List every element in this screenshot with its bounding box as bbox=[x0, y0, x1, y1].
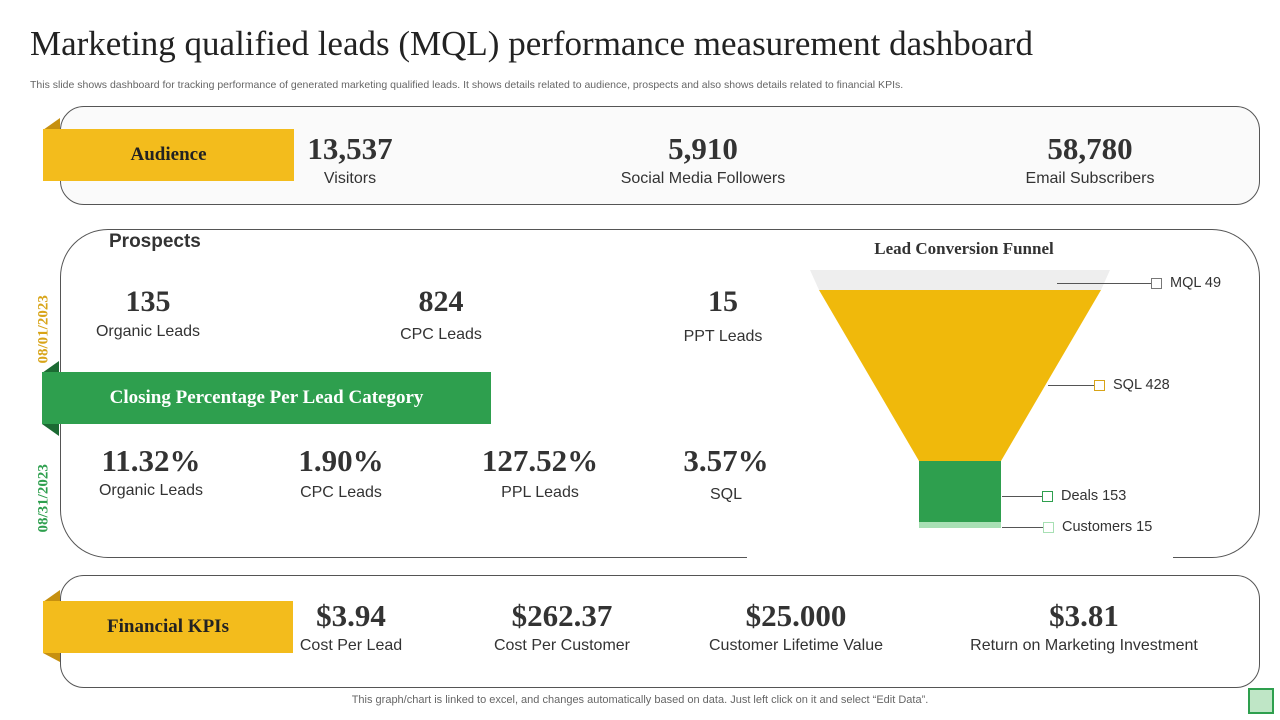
legend-label: Customers 15 bbox=[1062, 519, 1153, 535]
legend-swatch bbox=[1042, 490, 1053, 502]
stat-value: 13,537 bbox=[307, 131, 393, 166]
funnel-segment-deals bbox=[919, 461, 1001, 522]
panel-border-gap bbox=[747, 550, 1173, 566]
financial-kpis-ribbon: Financial KPIs bbox=[43, 601, 293, 653]
stat-value: $3.94 bbox=[316, 598, 386, 633]
stat-closing-cpc: 1.90% CPC Leads bbox=[261, 445, 421, 502]
legend-leader-line bbox=[1002, 526, 1043, 528]
legend-mql: MQL 49 bbox=[1057, 275, 1221, 291]
footer-note: This graph/chart is linked to excel, and… bbox=[351, 694, 929, 706]
stat-cpc-leads: 824 CPC Leads bbox=[371, 287, 511, 344]
stat-label: Organic Leads bbox=[95, 323, 201, 340]
legend-sql: SQL 428 bbox=[1048, 377, 1170, 393]
stat-label: CPC Leads bbox=[400, 326, 482, 343]
stat-closing-organic: 11.32% Organic Leads bbox=[71, 445, 231, 500]
stat-social-media-followers: 5,910 Social Media Followers bbox=[573, 133, 833, 188]
stat-value: 5,910 bbox=[668, 131, 738, 166]
legend-customers: Customers 15 bbox=[1002, 519, 1152, 535]
stat-visitors: 13,537 Visitors bbox=[250, 133, 450, 188]
stat-value: 824 bbox=[418, 285, 464, 318]
legend-swatch bbox=[1151, 277, 1162, 289]
stat-closing-ppl: 127.52% PPL Leads bbox=[455, 445, 625, 502]
stat-label: Visitors bbox=[323, 170, 377, 187]
stat-value: 58,780 bbox=[1047, 131, 1133, 166]
stat-value: 11.32% bbox=[101, 443, 201, 478]
audience-ribbon: Audience bbox=[43, 129, 294, 181]
legend-label: Deals 153 bbox=[1061, 488, 1127, 504]
stat-value: 127.52% bbox=[481, 443, 599, 478]
edit-data-button[interactable] bbox=[1248, 688, 1274, 714]
stat-label: Cost Per Customer bbox=[493, 637, 631, 654]
date-start: 08/01/2023 bbox=[35, 295, 52, 364]
funnel-segment-sql bbox=[819, 290, 1101, 461]
stat-label: PPT Leads bbox=[683, 328, 763, 345]
stat-ppt-leads: 15 PPT Leads bbox=[653, 287, 793, 346]
legend-leader-line bbox=[1002, 495, 1042, 497]
stat-value: 3.57% bbox=[683, 443, 769, 478]
stat-label: CPC Leads bbox=[300, 484, 382, 501]
closing-ribbon-fold bbox=[42, 361, 59, 373]
funnel-segment-customers bbox=[919, 522, 1001, 528]
funnel-chart bbox=[810, 270, 1110, 528]
stat-label: Social Media Followers bbox=[620, 170, 786, 187]
stat-label: Organic Leads bbox=[98, 482, 204, 499]
page-subtitle: This slide shows dashboard for tracking … bbox=[30, 79, 904, 91]
stat-value: $25.000 bbox=[745, 598, 847, 633]
stat-cost-per-lead: $3.94 Cost Per Lead bbox=[271, 600, 431, 655]
financial-ribbon-fold bbox=[43, 590, 60, 602]
stat-label: Customer Lifetime Value bbox=[709, 637, 883, 654]
financial-ribbon-fold-bottom bbox=[43, 653, 60, 662]
legend-swatch bbox=[1043, 521, 1054, 533]
page-title: Marketing qualified leads (MQL) performa… bbox=[30, 24, 1033, 63]
closing-percentage-ribbon: Closing Percentage Per Lead Category bbox=[42, 372, 491, 424]
legend-leader-line bbox=[1057, 282, 1151, 284]
funnel-chart-title: Lead Conversion Funnel bbox=[874, 239, 1054, 258]
funnel-segment-mql bbox=[810, 270, 1110, 290]
legend-label: SQL 428 bbox=[1113, 377, 1170, 393]
stat-value: $262.37 bbox=[511, 598, 613, 633]
legend-swatch bbox=[1094, 379, 1105, 391]
date-end: 08/31/2023 bbox=[35, 464, 52, 533]
stat-customer-lifetime-value: $25.000 Customer Lifetime Value bbox=[686, 600, 906, 655]
stat-label: SQL bbox=[709, 486, 742, 503]
stat-label: Cost Per Lead bbox=[299, 637, 403, 654]
legend-label: MQL 49 bbox=[1170, 275, 1222, 291]
prospects-title: Prospects bbox=[109, 231, 201, 252]
stat-value: 1.90% bbox=[298, 443, 384, 478]
stat-return-on-marketing-investment: $3.81 Return on Marketing Investment bbox=[954, 600, 1214, 655]
stat-label: Email Subscribers bbox=[1025, 170, 1155, 187]
stat-value: $3.81 bbox=[1049, 598, 1119, 633]
legend-deals: Deals 153 bbox=[1002, 488, 1126, 504]
audience-ribbon-fold bbox=[43, 118, 60, 130]
stat-organic-leads: 135 Organic Leads bbox=[78, 287, 218, 341]
stat-closing-sql: 3.57% SQL bbox=[656, 445, 796, 504]
stat-label: Return on Marketing Investment bbox=[970, 637, 1198, 654]
stat-value: 135 bbox=[125, 285, 171, 318]
legend-leader-line bbox=[1048, 384, 1094, 386]
stat-value: 15 bbox=[708, 285, 738, 318]
stat-cost-per-customer: $262.37 Cost Per Customer bbox=[467, 600, 657, 655]
stat-email-subscribers: 58,780 Email Subscribers bbox=[970, 133, 1210, 188]
closing-ribbon-fold-bottom bbox=[42, 424, 59, 436]
stat-label: PPL Leads bbox=[501, 484, 579, 501]
